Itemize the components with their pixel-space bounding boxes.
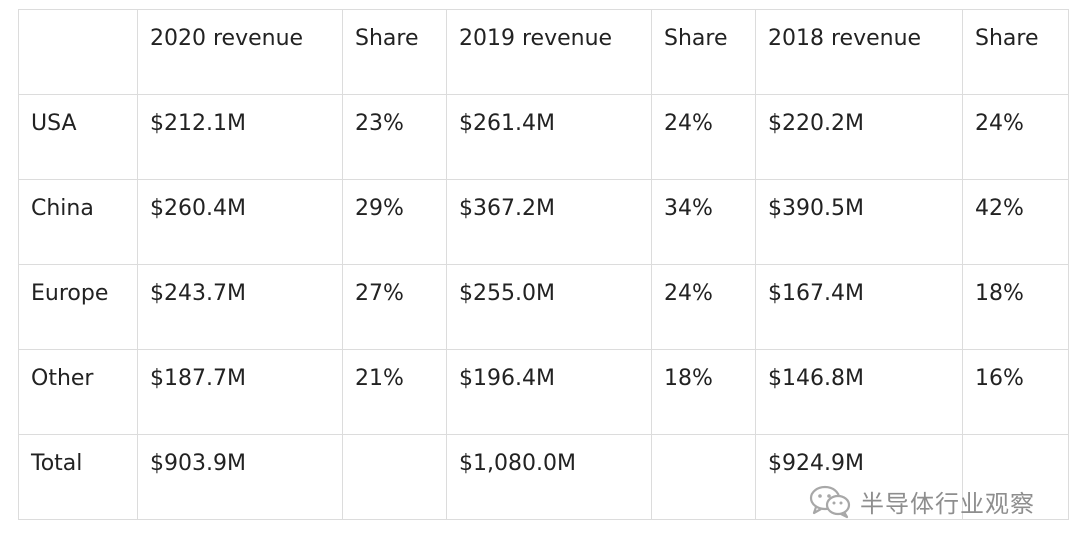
table-cell: $255.0M [446,264,652,350]
region-cell: USA [18,94,138,180]
header-cell-region [18,9,138,95]
table-cell: 18% [651,349,756,435]
table-cell [342,434,447,520]
table-cell: 34% [651,179,756,265]
table-row: Other $187.7M 21% $196.4M 18% $146.8M 16… [18,349,1069,435]
total-row: Total $903.9M $1,080.0M $924.9M [18,434,1069,520]
watermark-text: 半导体行业观察 [860,489,1035,518]
table-cell: $390.5M [755,179,963,265]
table-cell: 24% [962,94,1069,180]
revenue-table: 2020 revenue Share 2019 revenue Share 20… [18,9,1069,520]
table-cell: $187.7M [137,349,343,435]
header-cell-2020-revenue: 2020 revenue [137,9,343,95]
region-cell: Total [18,434,138,520]
watermark: 半导体行业观察 [808,481,1035,521]
table-cell: 21% [342,349,447,435]
table-cell: 29% [342,179,447,265]
header-cell-2019-revenue: 2019 revenue [446,9,652,95]
header-cell-2018-share: Share [962,9,1069,95]
table-cell: 23% [342,94,447,180]
table-cell: $167.4M [755,264,963,350]
header-cell-2018-revenue: 2018 revenue [755,9,963,95]
table-cell: $1,080.0M [446,434,652,520]
table-cell: $261.4M [446,94,652,180]
table-cell: 24% [651,264,756,350]
wechat-icon [809,485,851,519]
table-cell: 42% [962,179,1069,265]
table-cell: $212.1M [137,94,343,180]
header-cell-2020-share: Share [342,9,447,95]
region-cell: Other [18,349,138,435]
table-cell: 27% [342,264,447,350]
table-cell: 24% [651,94,756,180]
table-row: China $260.4M 29% $367.2M 34% $390.5M 42… [18,179,1069,265]
header-row: 2020 revenue Share 2019 revenue Share 20… [18,9,1069,95]
region-cell: China [18,179,138,265]
table-cell [962,434,1069,520]
table-cell: $220.2M [755,94,963,180]
region-cell: Europe [18,264,138,350]
table-cell: 16% [962,349,1069,435]
table-row: Europe $243.7M 27% $255.0M 24% $167.4M 1… [18,264,1069,350]
table-cell: $146.8M [755,349,963,435]
header-cell-2019-share: Share [651,9,756,95]
table-cell: 18% [962,264,1069,350]
table-cell: $196.4M [446,349,652,435]
table-cell: $367.2M [446,179,652,265]
table-cell: $903.9M [137,434,343,520]
table-row: USA $212.1M 23% $261.4M 24% $220.2M 24% [18,94,1069,180]
table-cell: $260.4M [137,179,343,265]
table-cell [651,434,756,520]
table-cell: $924.9M [755,434,963,520]
table-cell: $243.7M [137,264,343,350]
